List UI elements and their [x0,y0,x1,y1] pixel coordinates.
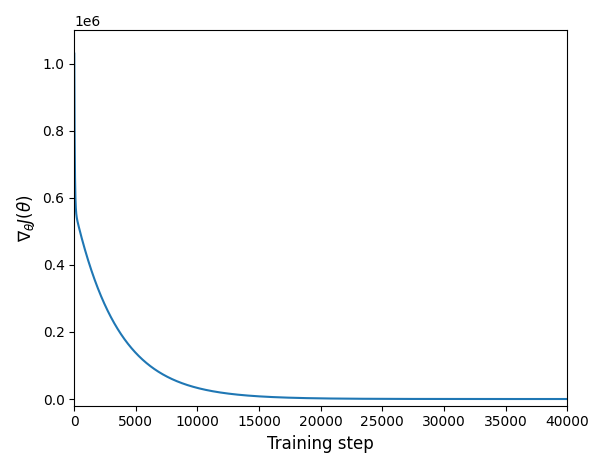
X-axis label: Training step: Training step [268,435,374,453]
Y-axis label: $\nabla_{\theta}J(\theta)$: $\nabla_{\theta}J(\theta)$ [15,194,37,242]
